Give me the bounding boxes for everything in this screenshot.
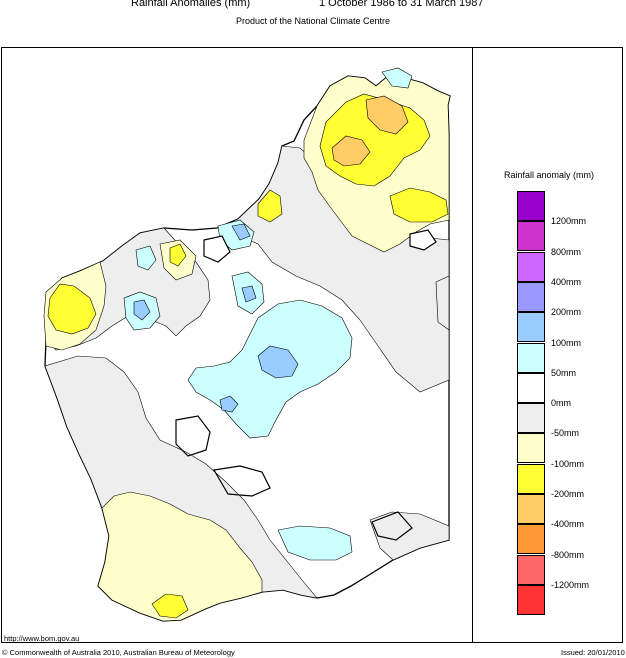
lightyellow-region-southwest xyxy=(97,491,263,622)
legend-swatch xyxy=(517,403,545,434)
grey-region-east xyxy=(435,275,450,331)
orange-region-kimberley xyxy=(365,95,409,135)
legend-tick-label: -800mm xyxy=(551,549,585,560)
legend-divider xyxy=(472,47,473,643)
legend-swatch xyxy=(517,312,545,343)
cyan-region-west-small xyxy=(135,245,157,271)
legend-swatch xyxy=(517,584,545,615)
legend-swatch xyxy=(517,463,545,494)
yellow-region-pilbara xyxy=(169,243,187,267)
legend-tick-label: -100mm xyxy=(551,458,585,469)
legend-swatch xyxy=(517,191,545,221)
cyan-region-kimberley xyxy=(381,67,413,89)
map-title: Rainfall Anomalies (mm) 1 October 1986 t… xyxy=(0,0,626,13)
legend-tick-label: -50mm xyxy=(551,428,580,439)
cyan-region-south xyxy=(277,525,353,561)
legend-tick-label: 400mm xyxy=(551,276,582,287)
legend-swatch xyxy=(517,251,545,282)
contour-line-east xyxy=(371,511,413,541)
contour-line-south-2 xyxy=(213,465,271,497)
yellow-region-south-coast xyxy=(151,593,189,619)
blue-region-coast xyxy=(231,223,251,241)
rainfall-map xyxy=(43,67,451,622)
legend-swatch xyxy=(517,554,545,585)
title-text: Rainfall Anomalies (mm) xyxy=(131,0,251,9)
legend-swatch xyxy=(517,342,545,373)
legend-tick-label: 800mm xyxy=(551,246,582,257)
blue-region-west xyxy=(133,299,151,321)
yellow-region-kimberley-east xyxy=(389,187,449,223)
legend-swatch xyxy=(517,494,545,524)
footer-issued: Issued: 20/01/2010 xyxy=(561,648,625,657)
legend-swatch xyxy=(517,433,545,464)
contour-line-north xyxy=(409,229,437,251)
legend-tick-label: 50mm xyxy=(551,367,577,378)
map-frame xyxy=(1,47,623,643)
legend-tick-label: 0mm xyxy=(551,398,571,409)
legend-tick-label: -1200mm xyxy=(551,579,590,590)
orange-region-kimberley-2 xyxy=(331,135,371,167)
blue-region-small xyxy=(219,395,239,413)
legend-tick-label: 100mm xyxy=(551,337,582,348)
contour-line-south xyxy=(175,415,211,457)
yellow-region-west xyxy=(47,283,97,335)
legend-tick-label: -200mm xyxy=(551,489,585,499)
period-text: 1 October 1986 to 31 March 1987 xyxy=(319,0,484,9)
legend-swatch xyxy=(517,372,545,403)
legend-tick-label: 1200mm xyxy=(551,216,587,227)
grey-region-southeast xyxy=(369,511,450,561)
legend-swatch xyxy=(517,524,545,555)
contour-line-pilbara xyxy=(203,235,231,263)
blue-region-north xyxy=(241,285,257,303)
legend-tick-label: 200mm xyxy=(551,307,582,318)
legend-swatch xyxy=(517,221,545,252)
legend-tick-label: -400mm xyxy=(551,519,585,530)
yellow-region-north-coast xyxy=(257,189,283,223)
footer-copyright: © Commonwealth of Australia 2010, Austra… xyxy=(2,648,235,657)
subtitle: Product of the National Climate Centre xyxy=(235,16,391,26)
legend-swatch xyxy=(517,281,545,312)
blue-region-central xyxy=(257,345,299,379)
legend-title: Rainfall anomaly (mm) xyxy=(503,170,595,180)
footer-url[interactable]: http://www.bom.gov.au xyxy=(4,634,80,643)
